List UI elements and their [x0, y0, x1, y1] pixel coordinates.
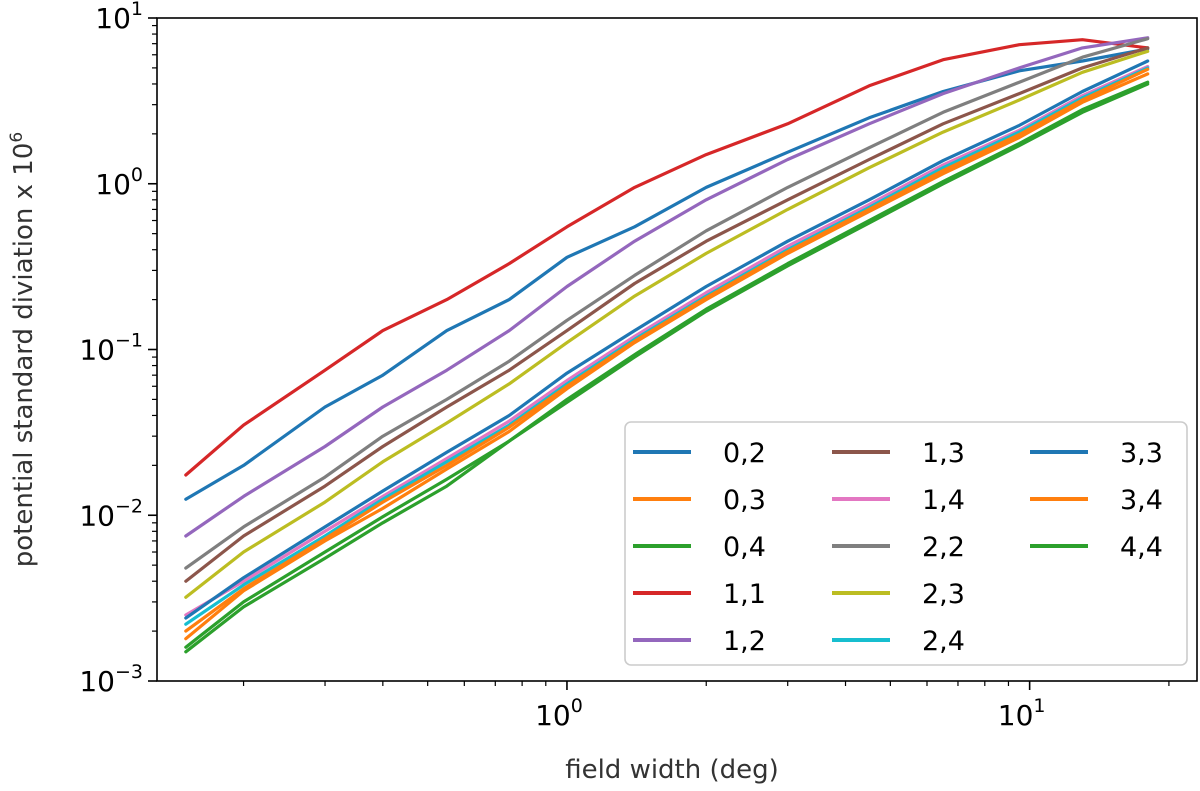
legend-label: 3,4: [1120, 485, 1163, 516]
series-line-3-4: [184, 67, 1150, 633]
legend-label: 0,2: [723, 438, 766, 469]
legend-label: 2,3: [922, 579, 965, 610]
series-line-3-3: [184, 59, 1150, 620]
legend: 0,2 0,3 0,4 1,1 1,2 1,3 1,4 2,2 2,3 2,4 3,3 3,4 4,4: [624, 421, 1188, 666]
x-tick-label: 101: [998, 695, 1046, 732]
legend-label: 0,3: [723, 485, 766, 516]
legend-label: 1,2: [723, 626, 766, 657]
y-axis-label: potential standard diviation x 106: [7, 132, 39, 567]
series-line-1-3: [184, 46, 1150, 583]
series-line-2-2: [184, 37, 1150, 570]
y-axis-label-exponent: 6: [7, 132, 27, 143]
series-line-2-3: [184, 49, 1150, 599]
tick-layer: 10−3 10−2 10−1 100 101 100 101: [79, 0, 1170, 732]
series-line-4-4: [184, 80, 1150, 649]
y-tick-label: 101: [95, 0, 143, 35]
series-line-1-2: [184, 36, 1150, 538]
series-layer: [184, 36, 1150, 654]
y-tick-label: 100: [95, 164, 143, 201]
legend-label: 3,3: [1120, 438, 1163, 469]
legend-label: 0,4: [723, 532, 766, 563]
series-line-0-4: [184, 82, 1150, 654]
y-tick-label: 10−1: [79, 330, 143, 367]
y-tick-label: 10−3: [79, 661, 143, 698]
x-axis-label: field width (deg): [565, 755, 779, 785]
x-tick-label: 100: [535, 695, 583, 732]
legend-label: 1,1: [723, 579, 766, 610]
series-line-1-1: [184, 38, 1150, 477]
y-axis-label-text: potential standard diviation x 10: [9, 143, 39, 568]
legend-label: 2,2: [922, 532, 965, 563]
legend-label: 1,3: [922, 438, 965, 469]
legend-label: 2,4: [922, 626, 965, 657]
legend-box: [624, 421, 1188, 666]
legend-label: 1,4: [922, 485, 965, 516]
series-line-2-4: [184, 66, 1150, 626]
series-line-1-4: [184, 64, 1150, 617]
y-tick-label: 10−2: [79, 495, 143, 532]
legend-label: 4,4: [1120, 532, 1163, 563]
